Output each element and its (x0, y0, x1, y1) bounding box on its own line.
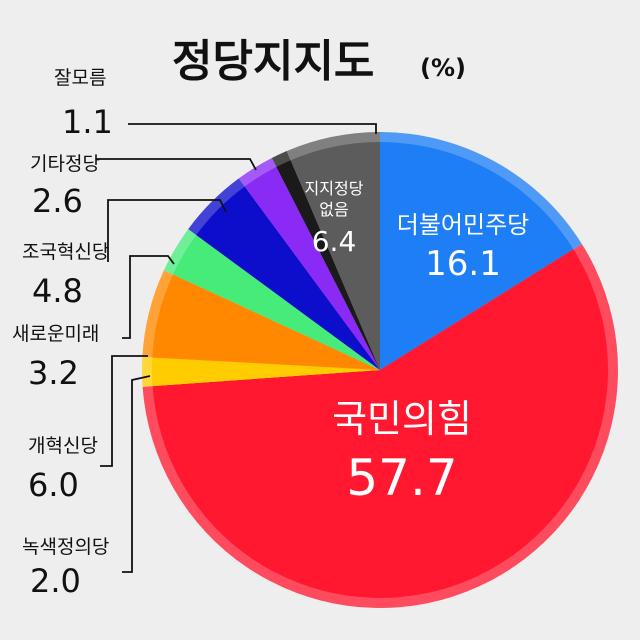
leader-line-녹색정의당 (122, 375, 151, 573)
slice-label-name-더불어민주당: 더불어민주당 (397, 211, 529, 239)
slice-label-name-잘모름: 잘모름 (54, 67, 106, 89)
slice-label-value-더불어민주당: 16.1 (425, 244, 501, 284)
pie-slice-core-지지정당-없음 (290, 142, 380, 370)
slice-label-name-새로운미래: 새로운미래 (12, 323, 99, 345)
slice-label-value-새로운미래: 3.2 (28, 354, 79, 392)
pie-slice-core-새로운미래 (172, 235, 380, 370)
slice-label-name-지지정당없음-line2: 없음 (319, 200, 348, 219)
leader-line-기타정당 (96, 158, 257, 171)
pie-slice-core-더불어민주당 (380, 142, 574, 370)
slice-label-value-조국혁신당: 4.8 (32, 272, 83, 310)
pie-slice-core-개혁신당 (152, 274, 380, 370)
leader-line-잘모름 (128, 123, 377, 134)
slice-label-value-국민의힘: 57.7 (346, 449, 457, 507)
slice-label-value-녹색정의당: 2.0 (30, 562, 81, 600)
chart-title-unit: (%) (420, 54, 466, 82)
slice-label-value-개혁신당: 6.0 (28, 466, 79, 504)
slice-label-name-조국혁신당: 조국혁신당 (22, 241, 109, 263)
leader-line-조국혁신당 (107, 199, 227, 262)
leader-lines (96, 123, 377, 573)
slice-label-name-개혁신당: 개혁신당 (28, 435, 98, 457)
slice-label-name-지지정당없음-line1: 지지정당 (305, 179, 364, 198)
slice-label-value-잘모름: 1.1 (62, 103, 113, 141)
slice-label-value-기타정당: 2.6 (32, 182, 83, 220)
pie-slice-core-국민의힘 (152, 249, 608, 599)
pie-slice-core-잘모름 (276, 160, 380, 370)
pie-slice-core-조국혁신당 (196, 186, 380, 370)
leader-line-새로운미래 (122, 255, 175, 339)
slice-label-value-지지정당없음: 6.4 (312, 225, 357, 258)
slice-label-name-국민의힘: 국민의힘 (332, 397, 472, 441)
chart-title: 정당지지도 (172, 36, 374, 87)
pie-slice-core-기타정당 (244, 166, 380, 370)
slice-label-name-기타정당: 기타정당 (30, 153, 100, 175)
slice-label-name-녹색정의당: 녹색정의당 (22, 536, 109, 558)
pie-slice-core-녹색정의당 (152, 357, 380, 387)
leader-line-개혁신당 (100, 355, 148, 467)
pie-slices (142, 132, 619, 608)
